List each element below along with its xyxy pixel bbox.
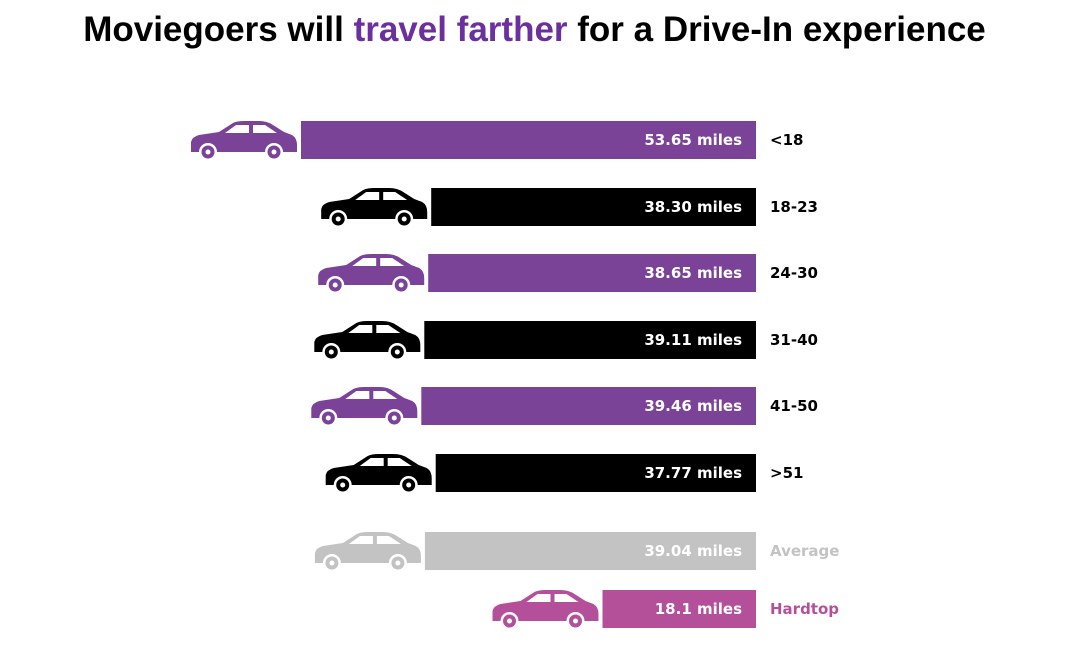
car-icon — [321, 188, 428, 228]
chart-title: Moviegoers will travel farther for a Dri… — [0, 10, 1069, 50]
category-label: 18-23 — [770, 198, 818, 216]
bar-value-label: 37.77 miles — [644, 464, 742, 482]
bar — [301, 121, 756, 159]
title-highlight: travel farther — [353, 10, 568, 49]
bar — [424, 532, 756, 570]
category-label: <18 — [770, 131, 803, 149]
car-icon — [325, 454, 432, 494]
bar — [602, 590, 756, 628]
car-icon — [318, 254, 425, 294]
category-label: Hardtop — [770, 600, 839, 618]
title-part2: for a Drive-In experience — [567, 10, 986, 49]
bar — [431, 188, 756, 226]
car-icon — [314, 321, 421, 361]
category-label: Average — [770, 542, 839, 560]
bar-value-label: 39.46 miles — [644, 397, 742, 415]
bar-value-label: 53.65 miles — [644, 131, 742, 149]
car-icon — [191, 121, 297, 161]
category-label: 41-50 — [770, 397, 818, 415]
bar — [421, 387, 756, 425]
bar — [435, 454, 756, 492]
bar-value-label: 38.30 miles — [644, 198, 742, 216]
category-label: 24-30 — [770, 264, 818, 282]
car-icon — [311, 387, 418, 427]
car-icon — [492, 590, 599, 630]
title-part1: Moviegoers will — [83, 10, 354, 49]
bar-value-label: 18.1 miles — [655, 600, 742, 618]
bar-value-label: 39.11 miles — [644, 331, 742, 349]
bar — [428, 254, 756, 292]
bar-value-label: 39.04 miles — [644, 542, 742, 560]
category-label: >51 — [770, 464, 803, 482]
bar — [424, 321, 756, 359]
bar-value-label: 38.65 miles — [644, 264, 742, 282]
category-label: 31-40 — [770, 331, 818, 349]
car-icon — [314, 532, 421, 572]
